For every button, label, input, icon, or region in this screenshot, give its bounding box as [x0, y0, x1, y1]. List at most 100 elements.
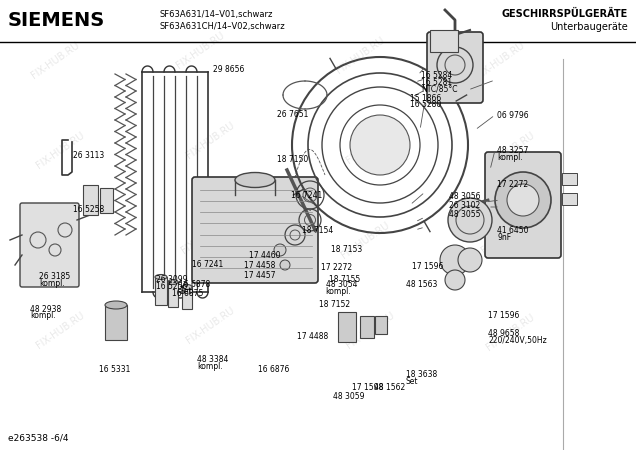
Text: 48 3384: 48 3384 [197, 356, 228, 364]
Text: 48 1563: 48 1563 [406, 280, 437, 289]
Text: 48 1562: 48 1562 [374, 383, 405, 392]
Text: 29 8656: 29 8656 [213, 65, 244, 74]
Text: FIX-HUB.RU: FIX-HUB.RU [29, 40, 81, 80]
Text: 18 3638: 18 3638 [406, 370, 437, 379]
Text: SIEMENS: SIEMENS [8, 10, 105, 30]
Text: FIX-HUB.RU: FIX-HUB.RU [34, 310, 86, 350]
Circle shape [445, 270, 465, 290]
Text: 15 1866: 15 1866 [410, 94, 441, 103]
Circle shape [440, 245, 470, 275]
Circle shape [274, 244, 286, 256]
Text: FIX-HUB.RU: FIX-HUB.RU [339, 220, 391, 260]
Text: 16 7241: 16 7241 [192, 260, 223, 269]
Text: FIX-HUB.RU: FIX-HUB.RU [184, 120, 236, 160]
Text: 48 3257: 48 3257 [497, 146, 529, 155]
Text: 17 4457: 17 4457 [244, 271, 275, 280]
Bar [562, 173, 577, 185]
Text: Set: Set [179, 287, 192, 296]
Text: 18 7153: 18 7153 [331, 245, 362, 254]
Text: 16 6875: 16 6875 [172, 289, 203, 298]
Text: 26 3113: 26 3113 [73, 151, 104, 160]
Text: SF63A631/14–V01,schwarz: SF63A631/14–V01,schwarz [160, 9, 273, 18]
FancyBboxPatch shape [192, 177, 318, 283]
Text: FIX-HUB.RU: FIX-HUB.RU [479, 215, 531, 255]
Text: 16 5280: 16 5280 [410, 100, 441, 109]
Bar [100, 188, 113, 213]
Text: FIX-HUB.RU: FIX-HUB.RU [174, 30, 226, 70]
Ellipse shape [168, 279, 178, 284]
Text: 17 1598: 17 1598 [352, 383, 383, 392]
Text: SF63A631CH/14–V02,schwarz: SF63A631CH/14–V02,schwarz [160, 22, 286, 32]
FancyBboxPatch shape [20, 203, 79, 287]
Text: kompl.: kompl. [497, 153, 523, 162]
Bar [430, 30, 458, 52]
Text: 16 7241: 16 7241 [291, 191, 322, 200]
Text: 48 3056: 48 3056 [449, 192, 481, 201]
Text: 9nF: 9nF [497, 233, 511, 242]
Text: 48 3054: 48 3054 [326, 280, 357, 289]
Text: NTC/85°C: NTC/85°C [421, 85, 457, 94]
FancyBboxPatch shape [427, 32, 483, 103]
Text: kompl.: kompl. [197, 362, 223, 371]
Bar [360, 316, 374, 338]
Bar [338, 312, 356, 342]
Circle shape [448, 198, 492, 242]
Text: 17 4460: 17 4460 [249, 251, 281, 260]
Text: Set: Set [406, 377, 418, 386]
Text: 26 7651: 26 7651 [277, 110, 308, 119]
Text: FIX-HUB.RU: FIX-HUB.RU [179, 215, 231, 255]
Text: FIX-HUB.RU: FIX-HUB.RU [344, 125, 396, 165]
Circle shape [458, 248, 482, 272]
Text: kompl.: kompl. [30, 311, 55, 320]
Ellipse shape [182, 284, 192, 289]
Text: FIX-HUB.RU: FIX-HUB.RU [474, 40, 526, 80]
Ellipse shape [105, 301, 127, 309]
Text: 17 1596: 17 1596 [488, 310, 520, 320]
Text: 06 9796: 06 9796 [497, 111, 529, 120]
Ellipse shape [235, 172, 275, 188]
Text: FIX-HUB.RU: FIX-HUB.RU [484, 312, 536, 352]
Text: FIX-HUB.RU: FIX-HUB.RU [184, 305, 236, 345]
Text: 26 3185: 26 3185 [39, 272, 71, 281]
Text: FIX-HUB.RU: FIX-HUB.RU [34, 130, 86, 170]
Text: 16 5256: 16 5256 [156, 282, 187, 291]
Text: 16 5331: 16 5331 [99, 365, 130, 374]
Text: FIX-HUB.RU: FIX-HUB.RU [344, 310, 396, 350]
Text: 17 1596: 17 1596 [412, 262, 443, 271]
Text: 41 6450: 41 6450 [497, 226, 529, 235]
Bar [168, 282, 178, 307]
Text: 48 3059: 48 3059 [333, 392, 364, 401]
Text: 220/240V,50Hz: 220/240V,50Hz [488, 336, 547, 345]
Text: 18 7155: 18 7155 [329, 275, 360, 284]
Text: 48 3055: 48 3055 [449, 210, 481, 219]
Bar [83, 185, 98, 215]
FancyBboxPatch shape [485, 152, 561, 258]
Text: 16 6876: 16 6876 [258, 365, 289, 374]
Bar [562, 193, 577, 205]
Text: 26 3099: 26 3099 [156, 275, 188, 284]
Text: 16 5258: 16 5258 [73, 205, 104, 214]
Text: 48 2938: 48 2938 [30, 305, 61, 314]
Text: 16 6878: 16 6878 [179, 280, 211, 289]
Bar [182, 287, 192, 309]
Text: 26 3102: 26 3102 [449, 201, 480, 210]
Text: 18 7154: 18 7154 [302, 226, 333, 235]
Circle shape [280, 260, 290, 270]
Text: FIX-HUB.RU: FIX-HUB.RU [334, 35, 386, 75]
Text: 18 7150: 18 7150 [277, 155, 308, 164]
Text: 17 4488: 17 4488 [297, 332, 328, 341]
Text: FIX-HUB.RU: FIX-HUB.RU [484, 130, 536, 170]
Bar [105, 305, 127, 340]
Text: 48 9658: 48 9658 [488, 329, 520, 338]
Text: kompl.: kompl. [326, 287, 351, 296]
Bar [155, 277, 167, 305]
Circle shape [350, 115, 410, 175]
Ellipse shape [155, 274, 167, 279]
Text: kompl.: kompl. [39, 279, 65, 288]
Text: GESCHIRRSPÜLGERÄTE: GESCHIRRSPÜLGERÄTE [502, 9, 628, 19]
Bar [375, 316, 387, 334]
Text: 18 7152: 18 7152 [319, 300, 350, 309]
Text: e263538 -6/4: e263538 -6/4 [8, 433, 69, 442]
Circle shape [507, 184, 539, 216]
Text: 16 5281: 16 5281 [421, 78, 452, 87]
